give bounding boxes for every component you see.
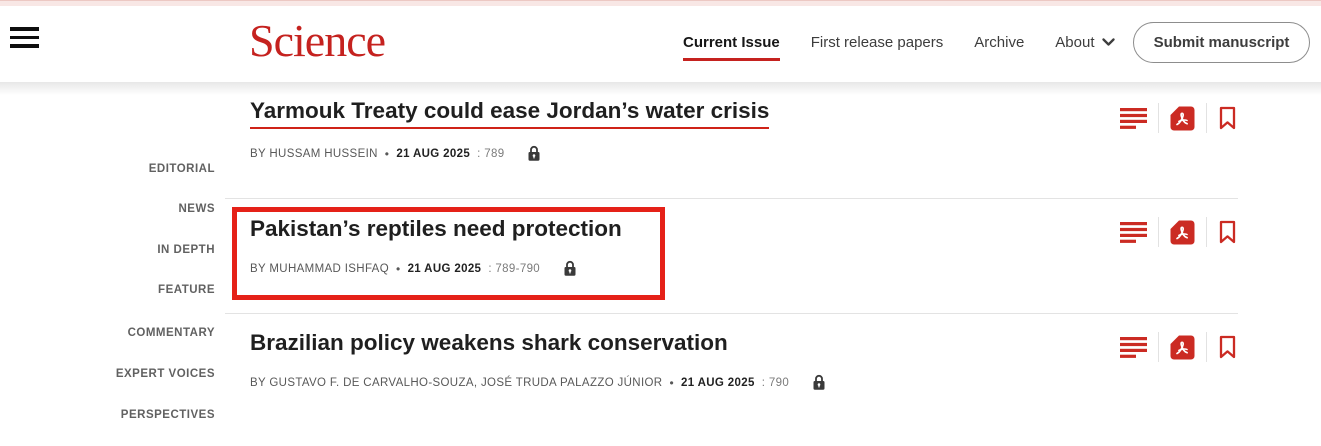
icon-divider (1206, 217, 1207, 247)
menu-icon[interactable] (10, 27, 39, 53)
article-pages: : 789-790 (488, 262, 541, 275)
icon-divider (1158, 332, 1159, 362)
sidebar-item-news[interactable]: NEWS (178, 203, 215, 215)
icon-divider (1206, 103, 1207, 133)
nav-current-issue[interactable]: Current Issue (683, 34, 780, 61)
article-title[interactable]: Pakistan’s reptiles need protection (250, 216, 622, 241)
sidebar-item-perspectives[interactable]: PERSPECTIVES (120, 409, 215, 421)
bookmark-icon[interactable] (1218, 106, 1237, 130)
article-divider (225, 313, 1238, 314)
byline-separator: • (669, 375, 675, 390)
top-accent-bar (0, 0, 1321, 6)
article-title[interactable]: Brazilian policy weakens shark conservat… (250, 330, 728, 355)
article-byline: BY HUSSAM HUSSEIN • 21 AUG 2025 : 789 (250, 145, 769, 162)
chevron-down-icon (1101, 38, 1115, 47)
icon-divider (1158, 217, 1159, 247)
science-logo[interactable]: Science (249, 15, 386, 66)
lock-icon (563, 260, 577, 277)
article-item: Pakistan’s reptiles need protection BY M… (250, 214, 622, 277)
nav-label: Current Issue (683, 34, 780, 51)
article-authors[interactable]: BY HUSSAM HUSSEIN (250, 147, 378, 160)
article-actions (1120, 103, 1237, 133)
abstract-icon[interactable] (1120, 221, 1147, 243)
nav-label: Archive (974, 34, 1025, 51)
nav-archive[interactable]: Archive (974, 34, 1024, 58)
article-date: 21 AUG 2025 (396, 147, 471, 160)
lock-icon (812, 374, 826, 391)
icon-divider (1158, 103, 1159, 133)
pdf-icon[interactable] (1170, 335, 1195, 360)
article-divider (225, 198, 1238, 199)
sidebar-item-commentary[interactable]: COMMENTARY (127, 327, 215, 339)
article-byline: BY GUSTAVO F. DE CARVALHO-SOUZA, JOSÉ TR… (250, 374, 826, 391)
article-actions (1120, 332, 1237, 362)
primary-nav: Current Issue First release papers Archi… (683, 34, 1115, 61)
article-item: Brazilian policy weakens shark conservat… (250, 328, 826, 391)
article-pages: : 789 (477, 147, 505, 160)
sidebar-item-expert-voices[interactable]: EXPERT VOICES (115, 368, 215, 380)
byline-separator: • (384, 146, 390, 161)
byline-separator: • (396, 261, 401, 276)
article-pages: : 790 (761, 376, 790, 389)
menu-bar (10, 35, 39, 39)
article-date: 21 AUG 2025 (407, 262, 482, 275)
article-authors[interactable]: BY GUSTAVO F. DE CARVALHO-SOUZA, JOSÉ TR… (250, 376, 663, 389)
nav-first-release-papers[interactable]: First release papers (811, 34, 944, 58)
abstract-icon[interactable] (1120, 336, 1147, 358)
nav-label: First release papers (810, 34, 944, 51)
submit-manuscript-button[interactable]: Submit manuscript (1133, 22, 1310, 63)
sidebar-item-feature[interactable]: FEATURE (158, 284, 215, 296)
article-byline: BY MUHAMMAD ISHFAQ • 21 AUG 2025 : 789-7… (250, 260, 622, 277)
icon-divider (1206, 332, 1207, 362)
nav-label: About (1055, 34, 1095, 51)
article-authors[interactable]: BY MUHAMMAD ISHFAQ (250, 262, 389, 275)
sidebar-item-in-depth[interactable]: IN DEPTH (157, 244, 215, 256)
bookmark-icon[interactable] (1218, 220, 1237, 244)
lock-icon (527, 145, 541, 162)
article-actions (1120, 217, 1237, 247)
article-item: Yarmouk Treaty could ease Jordan’s water… (250, 96, 770, 162)
article-title[interactable]: Yarmouk Treaty could ease Jordan’s water… (250, 96, 770, 129)
sidebar-item-editorial[interactable]: EDITORIAL (148, 163, 215, 175)
abstract-icon[interactable] (1120, 107, 1147, 129)
menu-bar (10, 44, 39, 48)
header-shadow (0, 82, 1321, 95)
pdf-icon[interactable] (1170, 106, 1195, 131)
pdf-icon[interactable] (1170, 220, 1195, 245)
article-date: 21 AUG 2025 (681, 376, 755, 389)
nav-about[interactable]: About (1055, 34, 1115, 58)
bookmark-icon[interactable] (1218, 335, 1237, 359)
menu-bar (10, 27, 39, 31)
